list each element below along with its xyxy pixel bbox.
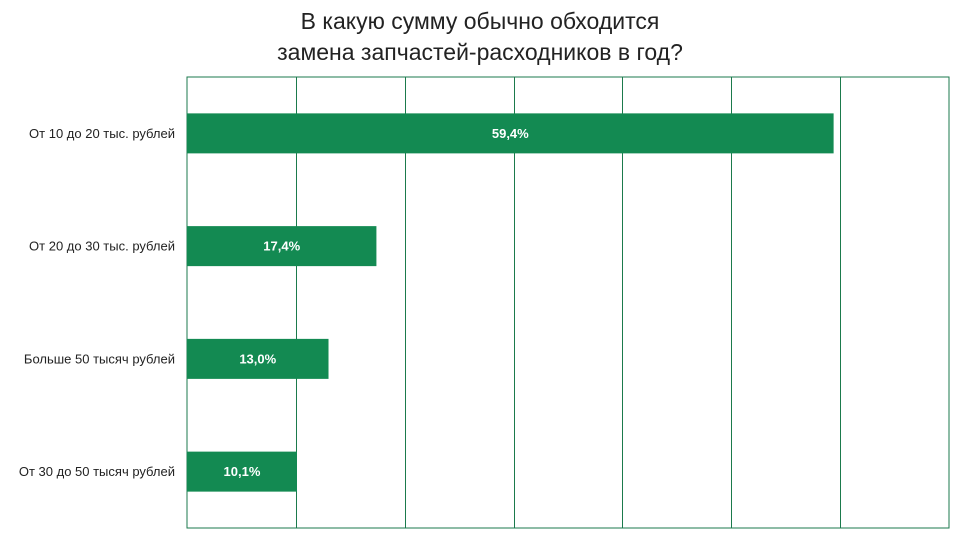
chart-title: В какую сумму обычно обходится замена за… — [0, 6, 960, 68]
data-label: 17,4% — [263, 239, 300, 254]
bar — [187, 451, 297, 492]
bar — [187, 226, 377, 267]
bar — [187, 338, 329, 379]
bar — [187, 113, 834, 154]
data-label: 10,1% — [224, 464, 261, 479]
data-label: 59,4% — [492, 126, 529, 141]
plot-frame — [186, 76, 950, 529]
category-label: От 10 до 20 тыс. рублей — [29, 126, 175, 141]
category-label: От 30 до 50 тысяч рублей — [19, 464, 175, 479]
category-label: От 20 до 30 тыс. рублей — [29, 239, 175, 254]
category-label: Больше 50 тысяч рублей — [24, 351, 175, 366]
data-label: 13,0% — [239, 351, 276, 366]
chart-title-line-2: замена запчастей-расходников в год? — [277, 39, 683, 65]
chart-title-line-1: В какую сумму обычно обходится — [300, 8, 660, 34]
